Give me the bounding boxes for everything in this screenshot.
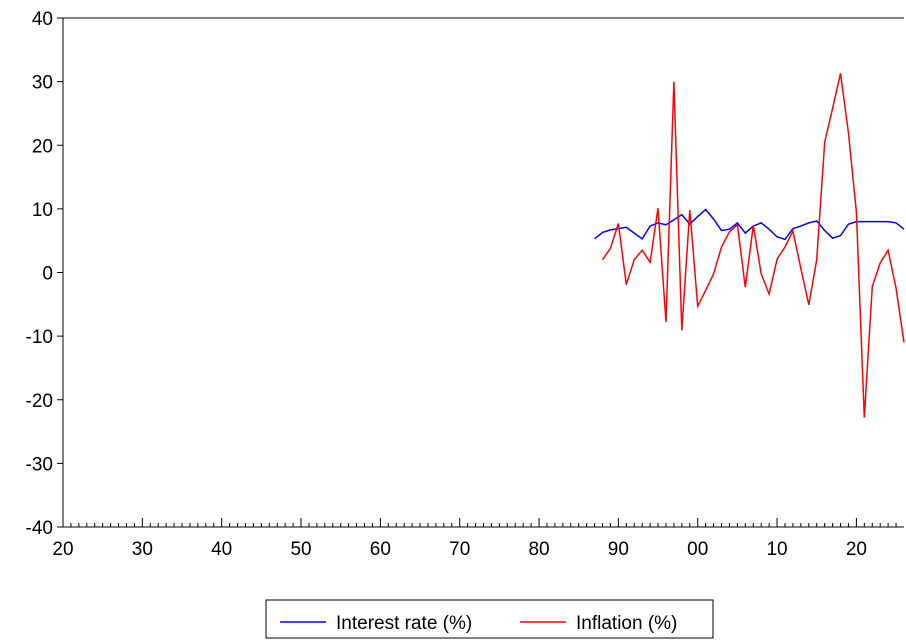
legend: Interest rate (%) Inflation (%)	[265, 599, 714, 639]
x-tick-label: 10	[766, 539, 787, 560]
y-tick-label: 40	[32, 9, 53, 30]
x-tick-label: 20	[846, 539, 867, 560]
y-tick-label: 20	[32, 136, 53, 157]
y-tick-label: -40	[26, 518, 53, 539]
legend-label-interest-rate: Interest rate (%)	[336, 613, 472, 634]
plot-area	[594, 73, 905, 418]
y-tick-label: -30	[26, 454, 53, 475]
x-tick-label: 40	[211, 539, 232, 560]
x-tick-label: 70	[449, 539, 470, 560]
y-tick-label: 30	[32, 73, 53, 94]
legend-box	[265, 599, 714, 639]
x-tick-label: 20	[52, 539, 73, 560]
y-tick-label: -10	[26, 327, 53, 348]
axes: -40 -30 -20 -10 0 10 20 30 40 20 30 40 50 60 70 80 90 00 1…	[26, 9, 904, 560]
x-tick-label: 00	[687, 539, 708, 560]
series-line-interest-rate	[594, 208, 905, 241]
y-tick-label: -20	[26, 391, 53, 412]
x-tick-label: 60	[370, 539, 391, 560]
legend-label-inflation: Inflation (%)	[576, 613, 677, 634]
y-tick-label: 10	[32, 200, 53, 221]
x-tick-label: 30	[132, 539, 153, 560]
x-tick-label: 80	[528, 539, 549, 560]
y-tick-label: 0	[42, 264, 53, 285]
series-line-inflation	[601, 73, 905, 418]
x-tick-label: 50	[290, 539, 311, 560]
x-tick-label: 90	[608, 539, 629, 560]
